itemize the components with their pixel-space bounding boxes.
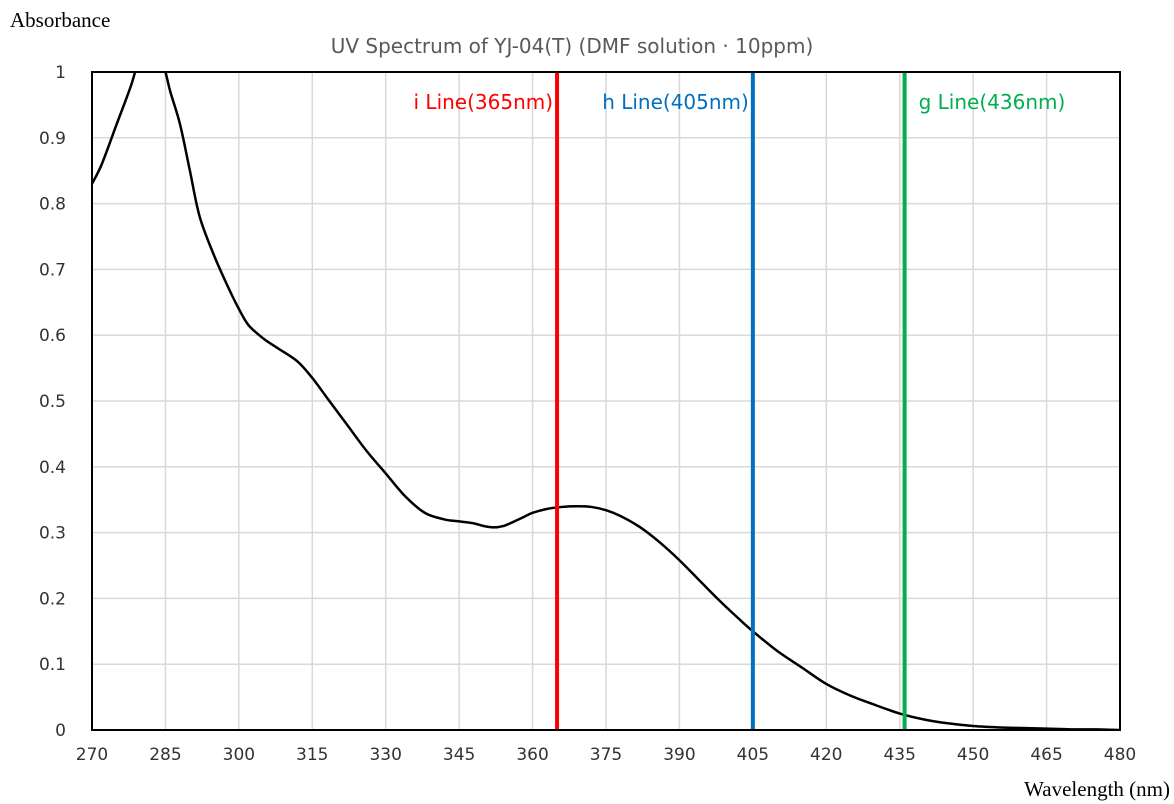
wavelength-marker-label: g Line(436nm) bbox=[919, 90, 1066, 114]
y-tick-label: 0.7 bbox=[39, 260, 66, 280]
y-tick-label: 0.3 bbox=[39, 524, 66, 544]
vertical-lines: i Line(365nm) h Line(405nm) g Line(436nm) bbox=[414, 72, 1066, 730]
y-tick-label: 0.8 bbox=[39, 195, 66, 215]
y-tick-labels: 0 0.1 0.2 0.3 0.4 0.5 0.6 0.7 0.8 0.9 1 bbox=[39, 63, 66, 741]
y-tick-label: 0 bbox=[55, 721, 66, 741]
x-tick-label: 360 bbox=[516, 745, 548, 765]
x-tick-label: 330 bbox=[369, 745, 401, 765]
y-tick-label: 1 bbox=[55, 63, 66, 83]
y-tick-label: 0.6 bbox=[39, 326, 66, 346]
x-tick-label: 390 bbox=[663, 745, 695, 765]
series-layer bbox=[92, 72, 1120, 730]
x-tick-label: 300 bbox=[223, 745, 255, 765]
x-tick-label: 435 bbox=[883, 745, 915, 765]
x-tick-label: 375 bbox=[590, 745, 622, 765]
y-tick-label: 0.1 bbox=[39, 655, 66, 675]
y-tick-label: 0.4 bbox=[39, 458, 66, 478]
x-tick-label: 450 bbox=[957, 745, 989, 765]
y-tick-label: 0.9 bbox=[39, 129, 66, 149]
x-tick-label: 420 bbox=[810, 745, 842, 765]
wavelength-marker-label: h Line(405nm) bbox=[602, 90, 749, 114]
plot-frame bbox=[91, 71, 1121, 731]
grid bbox=[92, 72, 1120, 730]
wavelength-marker-label: i Line(365nm) bbox=[414, 90, 554, 114]
x-axis-label: Wavelength (nm) bbox=[1024, 777, 1170, 801]
x-tick-label: 270 bbox=[76, 745, 108, 765]
chart-title: UV Spectrum of YJ-04(T) (DMF solution · … bbox=[331, 34, 814, 58]
x-tick-label: 345 bbox=[443, 745, 475, 765]
x-tick-label: 480 bbox=[1104, 745, 1136, 765]
y-tick-label: 0.5 bbox=[39, 392, 66, 412]
absorbance-series-line bbox=[92, 72, 1120, 730]
x-tick-labels: 270 285 300 315 330 345 360 375 390 405 420 435 450 4… bbox=[76, 745, 1136, 765]
y-axis-label: Absorbance bbox=[10, 8, 110, 32]
x-tick-label: 285 bbox=[149, 745, 181, 765]
x-tick-label: 315 bbox=[296, 745, 328, 765]
x-tick-label: 465 bbox=[1030, 745, 1062, 765]
x-tick-label: 405 bbox=[737, 745, 769, 765]
y-tick-label: 0.2 bbox=[39, 589, 66, 609]
